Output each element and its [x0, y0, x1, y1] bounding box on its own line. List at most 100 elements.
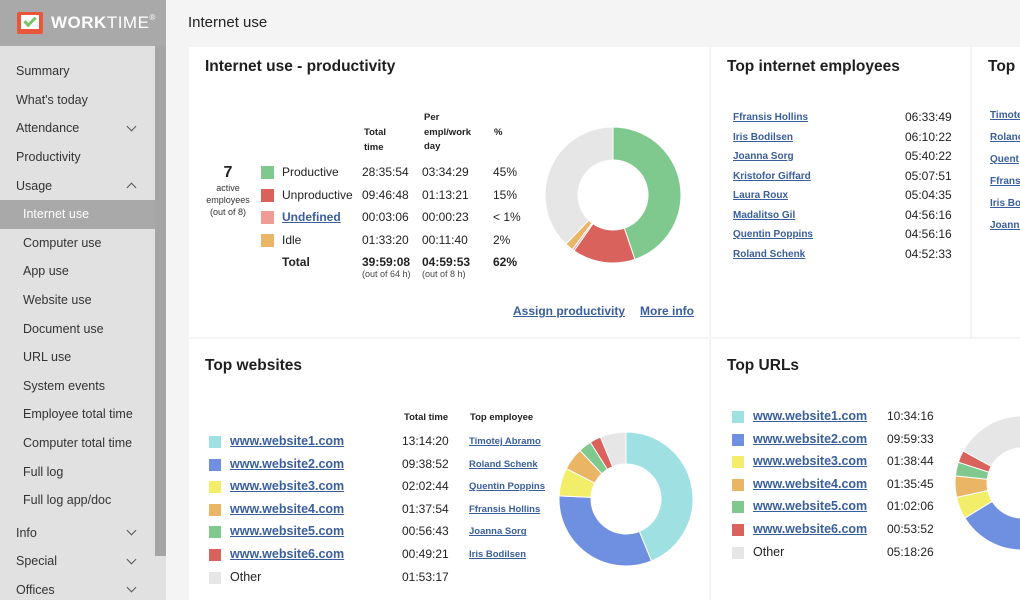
top-employee-link[interactable]: Joanna Sorg [469, 526, 527, 538]
logo-text: WORKTIME® [51, 13, 156, 32]
employee-link[interactable]: Joanna Sorg [733, 151, 794, 162]
sidebar-item-label: Computer use [23, 235, 102, 250]
sidebar-item-whats-today[interactable]: What's today [0, 86, 155, 115]
employee-link[interactable]: Iris Bodilsen [733, 131, 794, 143]
top-third-panel: Top s Timote Rolanc Quent Ffrans Iris Bo Joan… [972, 47, 1020, 337]
donut-slice[interactable] [558, 495, 653, 567]
employee-link[interactable]: Iris Bo [990, 198, 1020, 209]
sidebar-item-employee-total-time[interactable]: Employee total time [0, 400, 155, 429]
top-employee-link[interactable]: Quentin Poppins [469, 481, 545, 493]
productivity-title: Internet use - productivity [205, 58, 396, 75]
sidebar-item-label: Summary [16, 64, 70, 79]
employee-time: 04:56:16 [905, 207, 952, 222]
donut-slice[interactable] [599, 431, 627, 468]
logo-bar[interactable]: WORKTIME® [0, 0, 166, 46]
sidebar-item-label: Full log app/doc [23, 493, 112, 508]
donut-slice[interactable] [962, 415, 1020, 467]
donut-slice[interactable] [964, 500, 1020, 551]
employee-link[interactable]: Quentin Poppins [733, 229, 813, 240]
active-label: active employees [206, 183, 250, 205]
employee-time: 05:04:35 [905, 188, 952, 202]
website-link[interactable]: www.website2.com [230, 456, 345, 471]
employee-time: 06:33:49 [905, 110, 952, 124]
employee-link[interactable]: Ffrans [990, 176, 1020, 187]
sidebar-item-offices[interactable]: Offices [0, 576, 155, 600]
url-time: 10:34:16 [887, 409, 934, 423]
sidebar-item-full-log[interactable]: Full log [0, 457, 155, 486]
sidebar-item-label: Computer total time [23, 436, 133, 451]
col-header-top-employee: Top employee [470, 412, 534, 423]
employee-link[interactable]: Joanna [990, 220, 1020, 231]
website-link[interactable]: www.website1.com [230, 434, 345, 448]
website-time: 13:14:20 [402, 434, 449, 448]
sidebar-scrollbar[interactable] [155, 46, 166, 556]
employee-link[interactable]: Rolanc [990, 132, 1020, 143]
sidebar-nav: Summary What's today Attendance Producti… [0, 46, 155, 600]
more-info-link[interactable]: More info [640, 304, 694, 318]
total-time-note: (out of 64 h) [362, 269, 411, 279]
sidebar-item-full-log-app-doc[interactable]: Full log app/doc [0, 486, 155, 515]
url-link[interactable]: www.website1.com [753, 409, 868, 423]
sidebar-item-label: App use [23, 264, 69, 279]
sidebar-item-label: URL use [23, 350, 72, 365]
sidebar-item-info[interactable]: Info [0, 519, 155, 548]
website-link[interactable]: www.website4.com [230, 501, 345, 516]
sidebar-item-productivity[interactable]: Productivity [0, 143, 155, 172]
row-label: Unproductive [282, 187, 353, 202]
website-link[interactable]: www.website5.com [230, 524, 345, 539]
url-link[interactable]: www.website3.com [753, 454, 868, 469]
top-employee-link[interactable]: Ffransis Hollins [469, 503, 541, 515]
employee-link[interactable]: Madalitso Gil [733, 209, 796, 221]
top-employee-link[interactable]: Timotej Abramo [469, 436, 541, 447]
url-link[interactable]: www.website2.com [753, 431, 868, 446]
sidebar-item-computer-total-time[interactable]: Computer total time [0, 429, 155, 458]
row-pct: 45% [493, 165, 518, 179]
legend-swatch [209, 549, 221, 561]
undefined-link[interactable]: Undefined [282, 210, 341, 225]
employee-link[interactable]: Timote [990, 110, 1020, 121]
assign-productivity-link[interactable]: Assign productivity [513, 304, 626, 318]
active-count: 7 [223, 164, 233, 181]
donut-slice[interactable] [625, 431, 694, 562]
website-link[interactable]: www.website3.com [230, 479, 345, 494]
sidebar-item-label: Internet use [23, 207, 90, 222]
top-urls-donut-chart [954, 415, 1020, 551]
donut-slice[interactable] [612, 126, 682, 261]
sidebar-item-document-use[interactable]: Document use [0, 314, 155, 343]
sidebar-item-label: Productivity [16, 150, 81, 165]
top-employee-link[interactable]: Roland Schenk [469, 458, 538, 470]
sidebar-item-app-use[interactable]: App use [0, 257, 155, 286]
top-employee-link[interactable]: Iris Bodilsen [469, 549, 527, 560]
top-websites-panel: Top websites Total time Top employee www… [189, 339, 709, 600]
url-link[interactable]: www.website4.com [753, 476, 868, 491]
sidebar-item-internet-use[interactable]: Internet use [0, 199, 155, 229]
url-link[interactable]: www.website6.com [753, 522, 868, 536]
row-per-day: 03:34:29 [422, 165, 469, 179]
sidebar-item-website-use[interactable]: Website use [0, 286, 155, 315]
sidebar-item-summary[interactable]: Summary [0, 57, 155, 86]
employee-link[interactable]: Laura Roux [733, 190, 789, 201]
row-pct: 15% [493, 187, 518, 202]
sidebar-item-label: Full log [23, 464, 64, 479]
sidebar-item-label: Website use [23, 293, 92, 308]
url-time: 01:35:45 [887, 476, 934, 491]
page-title: Internet use [188, 14, 268, 31]
employee-link[interactable]: Quent [990, 154, 1019, 165]
url-time: 01:02:06 [887, 499, 934, 514]
sidebar-item-computer-use[interactable]: Computer use [0, 229, 155, 258]
employee-link[interactable]: Kristofor Giffard [733, 170, 811, 182]
sidebar-item-url-use[interactable]: URL use [0, 343, 155, 372]
sidebar-item-attendance[interactable]: Attendance [0, 114, 155, 143]
sidebar-item-label: Attendance [16, 121, 80, 136]
legend-swatch [209, 436, 221, 448]
sidebar-item-system-events[interactable]: System events [0, 372, 155, 401]
legend-swatch [732, 456, 744, 469]
sidebar-item-label: Offices [16, 582, 55, 597]
sidebar-item-usage[interactable]: Usage [0, 171, 155, 200]
sidebar-item-special[interactable]: Special [0, 547, 155, 576]
url-link[interactable]: www.website5.com [753, 499, 868, 514]
website-link[interactable]: www.website6.com [230, 547, 345, 561]
donut-slice[interactable] [544, 126, 614, 245]
employee-link[interactable]: Ffransis Hollins [733, 112, 809, 123]
employee-link[interactable]: Roland Schenk [733, 248, 806, 260]
